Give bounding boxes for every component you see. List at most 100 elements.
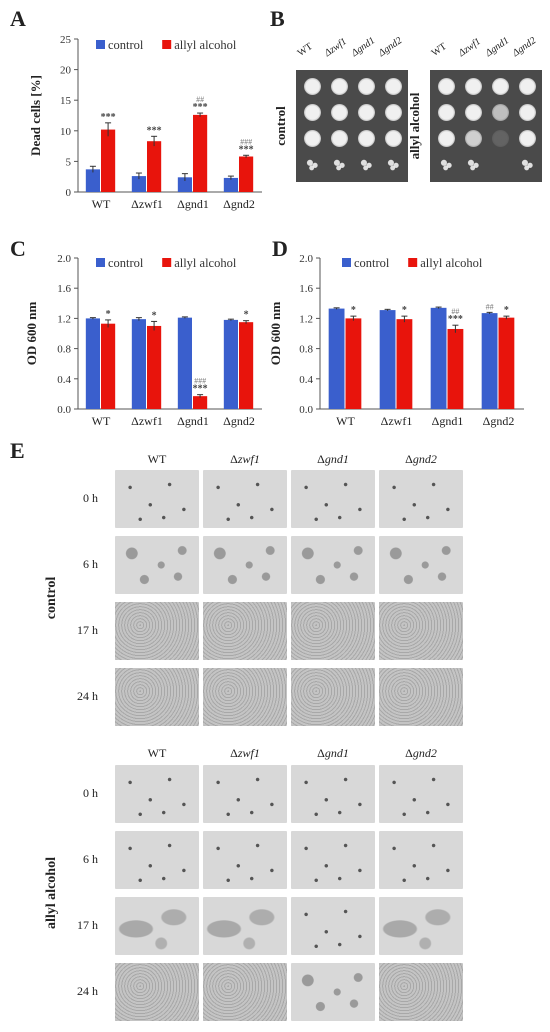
significance-mark: * [504, 305, 509, 316]
bar [193, 114, 208, 192]
micrograph [115, 602, 199, 660]
y-tick-label: 0.8 [57, 344, 71, 356]
spot [438, 78, 455, 95]
micro-column-prefix: Δ [317, 452, 325, 466]
significance-mark: * [152, 310, 157, 321]
category-label: Δzwf1 [131, 197, 163, 211]
y-tick-label: 1.2 [299, 313, 313, 325]
bar [223, 177, 238, 192]
micrograph [379, 536, 463, 594]
time-label: 6 h [83, 852, 98, 866]
legend-label: control [108, 256, 144, 270]
significance-hash: ## [486, 302, 494, 311]
spot [331, 130, 348, 147]
bar [147, 325, 162, 409]
spot [438, 156, 455, 173]
micrograph [379, 668, 463, 726]
spot [304, 156, 321, 173]
bar [85, 169, 100, 192]
micro-column-label: Δgnd2 [379, 452, 463, 467]
y-axis-label: OD 600 nm [268, 302, 283, 366]
micro-column-name: gnd2 [412, 746, 437, 760]
significance-hash: ## [196, 95, 204, 104]
spot [331, 156, 348, 173]
bar [379, 310, 396, 409]
spot-column-label: Δgnd1 [483, 35, 512, 59]
bar [101, 323, 116, 409]
micrograph [291, 668, 375, 726]
bar [481, 313, 498, 409]
micrograph [203, 470, 287, 528]
significance-hash: ## [451, 307, 459, 316]
legend-swatch [96, 40, 105, 49]
spot [358, 104, 375, 121]
y-tick-label: 0.4 [57, 374, 71, 386]
micrograph [203, 897, 287, 955]
micrograph [115, 536, 199, 594]
spot-column-label: WT [295, 41, 315, 59]
micro-column-label: Δzwf1 [203, 452, 287, 467]
micro-column-name: zwf1 [237, 452, 260, 466]
y-tick-label: 1.6 [299, 283, 313, 295]
spot-plate-label: control [273, 106, 288, 146]
micro-column-label: Δgnd1 [291, 452, 375, 467]
spot [492, 130, 509, 147]
micrograph [379, 765, 463, 823]
spot [358, 78, 375, 95]
bar [193, 396, 208, 409]
significance-hash: ### [240, 137, 252, 146]
significance-mark: *** [448, 314, 463, 325]
legend-swatch [342, 258, 351, 267]
micrograph [203, 668, 287, 726]
micro-column-prefix: Δ [405, 746, 413, 760]
y-tick-label: 20 [60, 65, 72, 77]
category-label: Δzwf1 [131, 414, 163, 428]
micro-group-label: control [44, 576, 59, 620]
micrograph [291, 470, 375, 528]
significance-mark: * [106, 309, 111, 320]
time-label: 24 h [77, 984, 98, 998]
category-label: Δgnd2 [223, 197, 255, 211]
micrograph [115, 897, 199, 955]
spot [519, 104, 536, 121]
spot [385, 104, 402, 121]
time-label: 0 h [83, 491, 98, 505]
y-tick-label: 25 [60, 34, 72, 46]
micro-column-name: gnd2 [412, 452, 437, 466]
micro-column-label: WT [115, 746, 199, 761]
micro-column-label: WT [115, 452, 199, 467]
spot [304, 78, 321, 95]
spot [492, 156, 509, 173]
spot [492, 78, 509, 95]
chart-d: 0.0 0.4 0.8 1.2 1.6 2.0 OD 600 nm control allyl … [268, 253, 524, 428]
micro-column-name: gnd1 [324, 452, 349, 466]
micrograph [379, 897, 463, 955]
micrograph [291, 536, 375, 594]
bar [85, 318, 100, 409]
time-label: 24 h [77, 689, 98, 703]
bar [131, 176, 146, 192]
bar [239, 322, 254, 409]
y-tick-label: 10 [60, 126, 72, 138]
bar [498, 317, 515, 409]
legend-swatch [162, 258, 172, 267]
category-label: Δgnd2 [223, 414, 255, 428]
micro-column-label: Δzwf1 [203, 746, 287, 761]
bar [101, 129, 116, 192]
significance-mark: *** [193, 102, 208, 113]
category-label: Δgnd2 [483, 414, 515, 428]
bar [396, 319, 413, 409]
significance-mark: *** [147, 125, 162, 136]
time-label: 6 h [83, 557, 98, 571]
spot [519, 130, 536, 147]
bar [239, 156, 254, 192]
panel-letter-e: E [10, 438, 25, 463]
category-label: Δgnd1 [177, 197, 209, 211]
micro-column-name: gnd1 [324, 746, 349, 760]
spot [465, 104, 482, 121]
time-label: 17 h [77, 623, 98, 637]
bar [430, 307, 447, 409]
y-tick-label: 5 [66, 156, 72, 168]
y-tick-label: 0.0 [299, 404, 313, 416]
spot [358, 156, 375, 173]
